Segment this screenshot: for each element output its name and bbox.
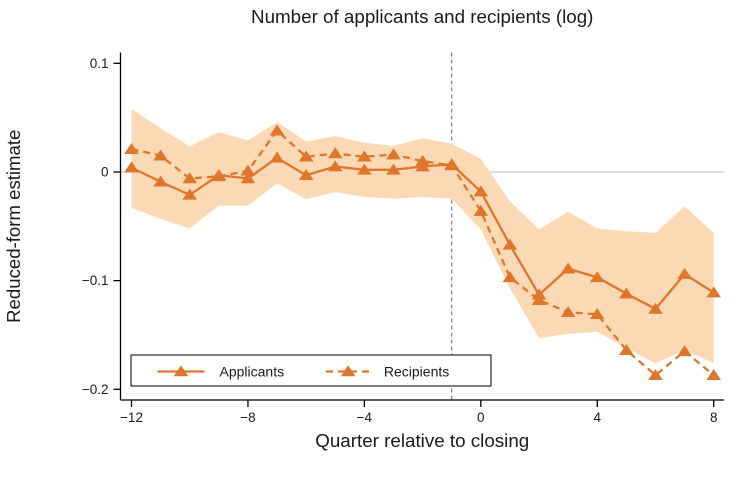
svg-text:Recipients: Recipients: [384, 364, 449, 380]
svg-text:0.1: 0.1: [90, 56, 109, 71]
svg-text:0: 0: [101, 164, 109, 179]
svg-text:Number of applicants and recip: Number of applicants and recipients (log…: [251, 6, 593, 27]
svg-text:Applicants: Applicants: [220, 364, 285, 380]
svg-text:4: 4: [594, 410, 602, 425]
svg-text:−0.2: −0.2: [82, 382, 109, 397]
svg-text:−4: −4: [357, 410, 373, 425]
svg-text:−0.1: −0.1: [82, 273, 109, 288]
svg-text:−12: −12: [120, 410, 143, 425]
svg-text:8: 8: [710, 410, 718, 425]
svg-text:Quarter relative to closing: Quarter relative to closing: [315, 430, 529, 451]
svg-text:−8: −8: [240, 410, 255, 425]
svg-text:Reduced-form estimate: Reduced-form estimate: [3, 130, 24, 323]
svg-text:0: 0: [477, 410, 485, 425]
